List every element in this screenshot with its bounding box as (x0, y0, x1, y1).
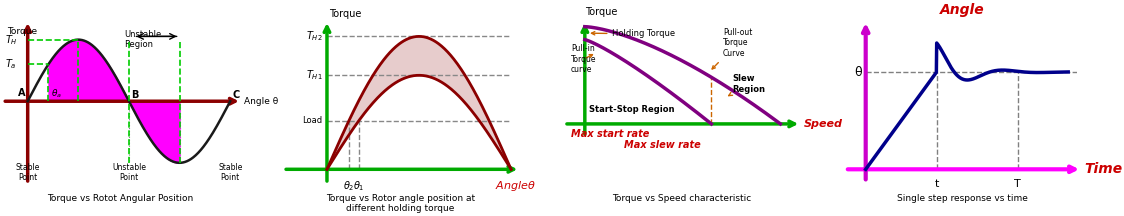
Text: Stable
Point: Stable Point (218, 163, 243, 182)
Text: Torque vs Speed characteristic: Torque vs Speed characteristic (611, 194, 751, 203)
Text: Torque: Torque (7, 27, 37, 36)
Text: $Angle\theta$: $Angle\theta$ (496, 179, 536, 193)
Text: A: A (18, 88, 26, 98)
Text: θ: θ (854, 65, 862, 79)
Text: T: T (1014, 179, 1021, 189)
Text: Holding Torque: Holding Torque (591, 29, 676, 38)
Text: Max start rate: Max start rate (571, 129, 650, 139)
Text: Stable
Point: Stable Point (16, 163, 39, 182)
Text: Unstable
Point: Unstable Point (112, 163, 146, 182)
Text: Angle θ: Angle θ (244, 97, 279, 106)
Text: $T_a$: $T_a$ (4, 57, 17, 71)
Text: t: t (934, 179, 939, 189)
Text: Start-Stop Region: Start-Stop Region (589, 105, 674, 114)
Text: Pull-in
Torque
curve: Pull-in Torque curve (571, 44, 597, 74)
Text: Torque vs Rotot Angular Position: Torque vs Rotot Angular Position (46, 194, 193, 203)
Text: B: B (132, 90, 138, 100)
Text: $\theta_1$: $\theta_1$ (353, 179, 364, 193)
Text: Angle: Angle (940, 3, 985, 17)
Text: Torque: Torque (584, 7, 617, 17)
Text: Max slew rate: Max slew rate (624, 140, 700, 150)
Text: $\theta_2$: $\theta_2$ (343, 179, 355, 193)
Text: $T_{H1}$: $T_{H1}$ (306, 68, 323, 82)
Text: Pull-out
Torque
Curve: Pull-out Torque Curve (713, 28, 752, 69)
Text: Torque vs Rotor angle position at
different holding torque: Torque vs Rotor angle position at differ… (326, 194, 475, 213)
Text: Torque: Torque (329, 9, 362, 19)
Text: Unstable
Region: Unstable Region (125, 30, 162, 49)
Text: $\theta_a$: $\theta_a$ (51, 87, 62, 100)
Text: C: C (233, 90, 239, 100)
Text: Time: Time (1085, 162, 1123, 176)
Text: Load: Load (302, 116, 323, 125)
Text: Slew
Region: Slew Region (728, 74, 765, 96)
Text: Speed: Speed (804, 119, 843, 129)
Text: Single step response vs time: Single step response vs time (897, 194, 1027, 203)
Text: $T_{H2}$: $T_{H2}$ (306, 30, 323, 43)
Text: $T_H$: $T_H$ (4, 33, 18, 46)
